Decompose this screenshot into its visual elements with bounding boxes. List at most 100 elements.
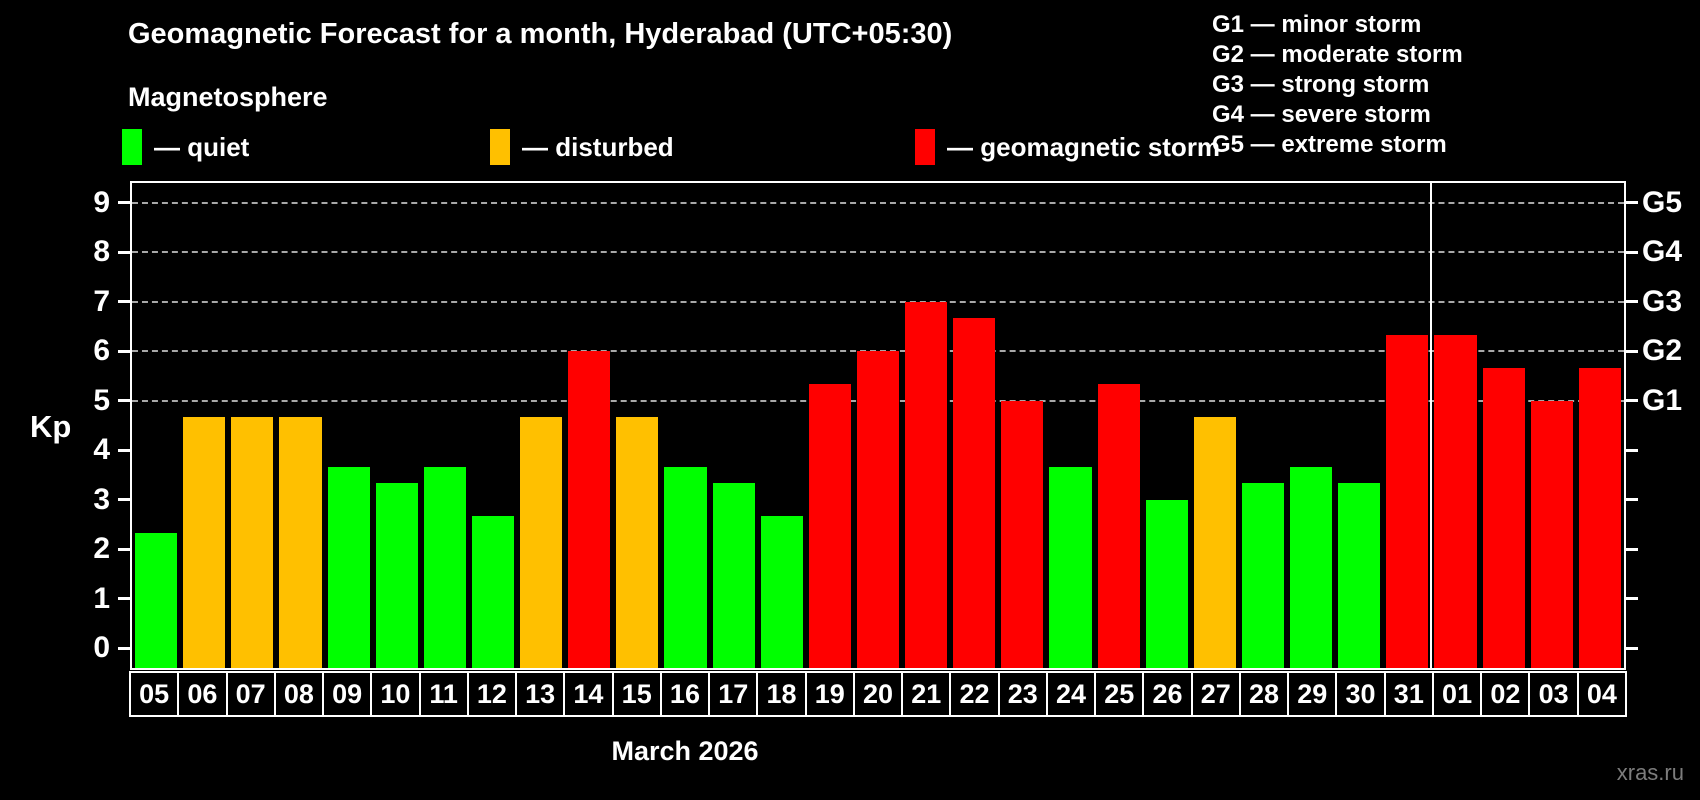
day-label-11: 11	[418, 671, 469, 717]
g-axis-label-g3: G3	[1642, 284, 1683, 318]
day-label-14: 14	[563, 671, 614, 717]
y-axis-label-4: 4	[93, 433, 110, 467]
left-tick-kp-6	[118, 349, 130, 353]
left-tick-kp-3	[118, 498, 130, 502]
bar-day-30	[1338, 483, 1381, 668]
gridline-kp-9	[132, 201, 1624, 204]
bar-day-14	[568, 351, 611, 668]
day-label-25: 25	[1094, 671, 1145, 717]
day-label-31: 31	[1383, 671, 1434, 717]
bar-day-23	[1001, 400, 1044, 668]
watermark: xras.ru	[1616, 760, 1684, 785]
day-label-05: 05	[129, 671, 180, 717]
bar-day-12	[471, 516, 515, 668]
y-axis-label-3: 3	[93, 482, 110, 516]
left-tick-kp-5	[118, 399, 130, 403]
day-label-19: 19	[804, 671, 855, 717]
day-label-24: 24	[1045, 671, 1097, 717]
day-label-13: 13	[515, 671, 566, 717]
bar-day-07	[231, 417, 274, 668]
day-label-27: 27	[1190, 671, 1241, 717]
day-label-29: 29	[1287, 671, 1338, 717]
bar-day-26	[1145, 499, 1188, 668]
month-separator	[1430, 183, 1433, 668]
right-tick-kp-2	[1626, 547, 1638, 551]
right-tick-kp-9	[1626, 201, 1638, 205]
bar-day-10	[375, 483, 418, 668]
bar-day-06	[183, 417, 226, 668]
bar-day-29	[1290, 466, 1333, 668]
bar-day-09	[327, 466, 370, 668]
day-label-10: 10	[370, 671, 421, 717]
g-axis-label-g4: G4	[1642, 235, 1683, 269]
y-axis-label-0: 0	[93, 631, 110, 665]
day-label-21: 21	[901, 671, 952, 717]
legend-item-disturbed: — disturbed	[490, 129, 674, 165]
gridline-kp-6	[132, 350, 1624, 353]
right-tick-kp-1	[1626, 597, 1638, 601]
day-label-18: 18	[756, 671, 807, 717]
y-axis-label-9: 9	[93, 185, 110, 219]
right-tick-kp-6	[1626, 349, 1638, 353]
bar-day-22	[953, 318, 996, 668]
right-tick-kp-7	[1626, 300, 1638, 304]
day-label-15: 15	[611, 671, 662, 717]
bar-day-21	[905, 301, 948, 668]
g-axis-label-g1: G1	[1642, 383, 1683, 417]
day-label-26: 26	[1142, 671, 1193, 717]
right-tick-kp-5	[1626, 399, 1638, 403]
y-axis-label-5: 5	[93, 383, 110, 417]
g-legend-line-g5: G5 — extreme storm	[1212, 131, 1447, 158]
day-label-04: 04	[1576, 671, 1627, 717]
right-tick-kp-0	[1626, 646, 1638, 650]
day-label-20: 20	[852, 671, 904, 717]
plot-inner	[132, 183, 1624, 668]
y-axis-label-2: 2	[93, 532, 110, 566]
legend-item-storm: — geomagnetic storm	[915, 129, 1220, 165]
g-axis-label-g2: G2	[1642, 334, 1683, 368]
day-label-23: 23	[997, 671, 1048, 717]
bar-day-18	[760, 516, 803, 668]
day-label-02: 02	[1480, 671, 1531, 717]
gridline-kp-8	[132, 251, 1624, 254]
bar-day-24	[1049, 466, 1092, 668]
left-tick-kp-2	[118, 547, 130, 551]
bar-day-27	[1193, 417, 1236, 668]
day-label-28: 28	[1238, 671, 1290, 717]
day-label-30: 30	[1335, 671, 1386, 717]
left-tick-kp-8	[118, 250, 130, 254]
day-label-12: 12	[466, 671, 518, 717]
left-tick-kp-7	[118, 300, 130, 304]
left-tick-kp-4	[118, 448, 130, 452]
g-axis-label-g5: G5	[1642, 185, 1683, 219]
day-label-06: 06	[177, 671, 228, 717]
bar-day-20	[856, 351, 900, 668]
g-legend-line-g1: G1 — minor storm	[1212, 11, 1422, 38]
day-label-07: 07	[225, 671, 276, 717]
disturbed-color-chip	[490, 129, 510, 165]
day-label-16: 16	[659, 671, 711, 717]
bar-day-19	[808, 384, 851, 668]
page-title: Geomagnetic Forecast for a month, Hydera…	[128, 18, 953, 50]
right-tick-kp-3	[1626, 498, 1638, 502]
x-axis-title: March 2026	[611, 736, 759, 766]
storm-color-chip	[915, 129, 935, 165]
y-axis-label-8: 8	[93, 235, 110, 269]
bar-day-15	[616, 417, 659, 668]
g-legend-line-g4: G4 — severe storm	[1212, 101, 1431, 128]
day-label-08: 08	[273, 671, 325, 717]
y-axis-label-7: 7	[93, 284, 110, 318]
bar-day-02	[1482, 367, 1525, 668]
day-label-01: 01	[1431, 671, 1483, 717]
day-label-03: 03	[1528, 671, 1579, 717]
bar-day-28	[1241, 483, 1285, 668]
legend-label-disturbed: — disturbed	[522, 131, 674, 162]
day-label-17: 17	[708, 671, 759, 717]
day-label-22: 22	[949, 671, 1000, 717]
y-axis-label-6: 6	[93, 334, 110, 368]
chart-subtitle: Magnetosphere	[128, 82, 328, 112]
left-tick-kp-1	[118, 597, 130, 601]
y-axis-title-kp: Kp	[30, 409, 72, 444]
plot-area	[130, 181, 1626, 670]
